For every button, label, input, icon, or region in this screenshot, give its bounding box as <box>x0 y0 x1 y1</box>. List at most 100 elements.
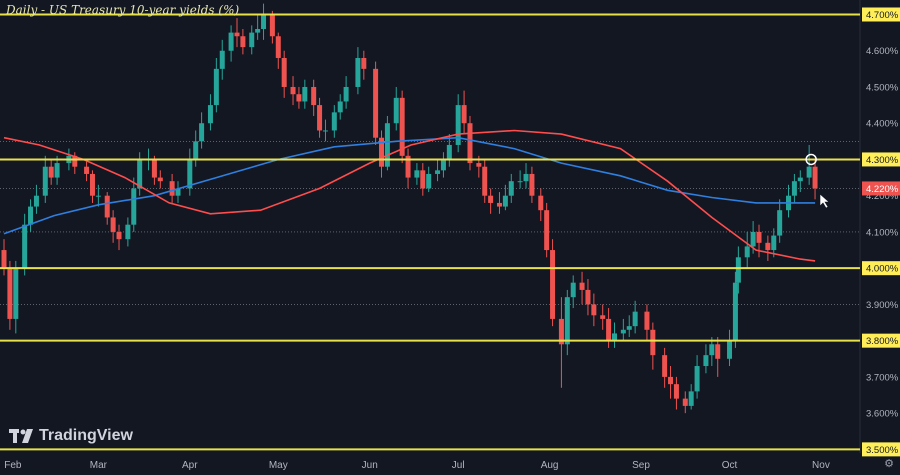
candle-body <box>379 137 385 167</box>
candle-body <box>544 210 550 251</box>
candle-body <box>732 282 738 341</box>
candle-body <box>95 195 101 197</box>
candle-body <box>662 355 668 377</box>
candle-body <box>688 391 694 406</box>
candle-body <box>694 366 700 392</box>
candle-body <box>116 231 122 240</box>
candle-body <box>13 268 19 319</box>
candle-body <box>612 333 617 341</box>
y-tick-label-bg <box>862 7 900 22</box>
x-tick-label: Nov <box>812 460 830 471</box>
candle-body <box>626 326 632 330</box>
x-tick-label: Jul <box>452 460 465 471</box>
candle-body <box>84 166 90 174</box>
candle-body <box>632 311 638 327</box>
candle-body <box>228 32 234 51</box>
candle-body <box>744 246 750 258</box>
candle-body <box>296 94 302 102</box>
candle-body <box>311 86 317 106</box>
candle-body <box>426 173 432 189</box>
x-tick-label: Sep <box>632 460 650 471</box>
candle-body <box>175 188 181 196</box>
candle-body <box>290 86 296 95</box>
candle-body <box>187 159 193 189</box>
cursor-arrow-icon <box>819 193 830 209</box>
candle-body <box>682 398 688 406</box>
candle-body <box>72 155 78 167</box>
x-tick-label: Mar <box>90 460 108 471</box>
candle-body <box>715 344 721 359</box>
candle-body <box>42 166 48 196</box>
current-price-tag <box>862 181 900 196</box>
y-tick-label: 4.500% <box>866 82 899 93</box>
y-tick-label: 3.900% <box>866 300 899 311</box>
x-tick-label: Apr <box>182 460 198 471</box>
candle-body <box>606 318 612 341</box>
y-tick-label: 4.700% <box>866 10 899 21</box>
candle-body <box>125 224 131 240</box>
candle-body <box>482 166 488 196</box>
candle-body <box>467 123 473 164</box>
candle-body <box>213 68 219 106</box>
y-tick-label: 3.600% <box>866 409 899 420</box>
candle-body <box>791 181 797 196</box>
candle-body <box>440 159 446 171</box>
candle-body <box>361 57 367 69</box>
candle-body <box>797 177 803 182</box>
candle-body <box>7 268 13 319</box>
candle-body <box>600 315 606 319</box>
candle-body <box>393 97 399 124</box>
candle-body <box>169 181 175 196</box>
candle-body <box>269 14 275 37</box>
candle-body <box>240 36 246 48</box>
candle-body <box>644 311 650 330</box>
chart-title: Daily - US Treasury 10-year yields (%) <box>6 3 240 17</box>
candle-body <box>727 340 733 359</box>
candle-body <box>281 57 287 87</box>
x-tick-label: May <box>269 460 288 471</box>
candle-body <box>249 32 255 48</box>
candle-body <box>564 297 570 345</box>
candle-body <box>508 181 514 196</box>
candle-body <box>193 141 199 160</box>
candle-body <box>219 50 225 69</box>
candle-body <box>337 101 343 113</box>
candle-body <box>137 159 143 189</box>
candle-body <box>28 206 34 225</box>
candle-body <box>275 36 281 58</box>
x-tick-label: Aug <box>541 460 559 471</box>
candle-body <box>373 68 379 138</box>
x-tick-label: Oct <box>722 460 738 471</box>
candle-body <box>207 105 213 124</box>
candle-body <box>461 105 467 124</box>
y-tick-label: 4.400% <box>866 119 899 130</box>
candle-body <box>446 144 452 160</box>
candle-body <box>455 105 461 145</box>
watermark-text: TradingView <box>39 427 133 444</box>
candle-body <box>343 86 349 102</box>
candle-body <box>157 177 163 182</box>
candle-body <box>579 282 585 290</box>
candle-body <box>771 235 777 251</box>
moving-average-fast-line <box>3 129 816 262</box>
moving-average-slow-line <box>3 136 816 235</box>
y-tick-label: 4.100% <box>866 227 899 238</box>
candle-body <box>414 170 420 178</box>
candle-body <box>435 170 441 174</box>
y-tick-label: 4.300% <box>866 155 899 166</box>
y-tick-label-bg <box>862 442 900 457</box>
candle-body <box>384 123 390 167</box>
candle-body <box>399 97 405 156</box>
candle-body <box>131 188 137 225</box>
candle-body <box>496 202 502 207</box>
candle-body <box>355 57 361 87</box>
candle-body <box>735 257 741 283</box>
candle-body <box>650 329 656 356</box>
gear-icon[interactable]: ⚙ <box>884 457 894 470</box>
candle-body <box>668 376 674 385</box>
candle-body <box>488 195 494 203</box>
candle-body <box>110 217 116 232</box>
candle-body <box>523 173 529 182</box>
candle-body <box>812 166 818 189</box>
candle-body <box>591 304 597 316</box>
